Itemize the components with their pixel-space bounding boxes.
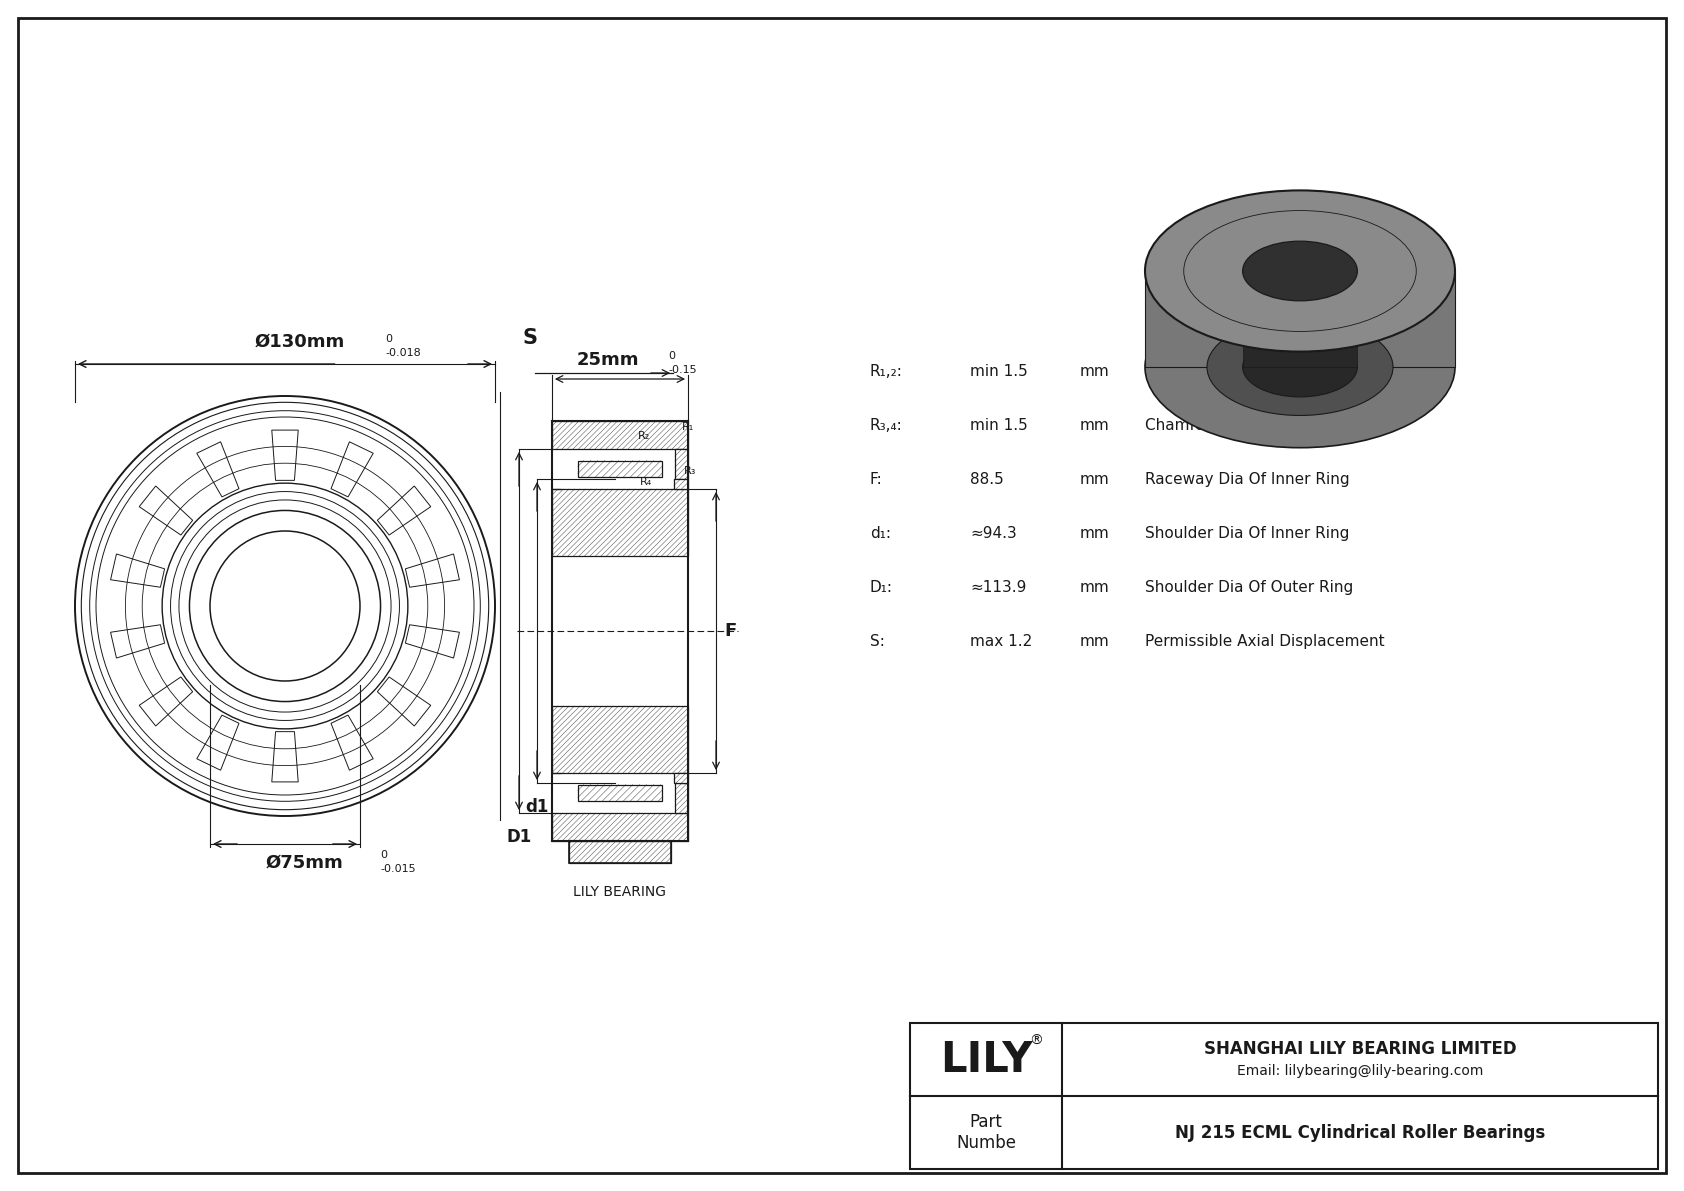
Text: R₃: R₃ [684, 466, 697, 476]
Polygon shape [675, 449, 689, 479]
Text: mm: mm [1079, 472, 1110, 486]
Text: Permissible Axial Displacement: Permissible Axial Displacement [1145, 634, 1384, 649]
Text: R₄: R₄ [640, 478, 652, 487]
Text: -0.015: -0.015 [381, 863, 416, 874]
Polygon shape [569, 841, 670, 863]
Text: LILY BEARING: LILY BEARING [574, 885, 667, 899]
Text: S:: S: [871, 634, 884, 649]
Text: Email: lilybearing@lily-bearing.com: Email: lilybearing@lily-bearing.com [1236, 1065, 1484, 1079]
Text: S: S [522, 328, 537, 348]
Text: d1: d1 [525, 798, 549, 816]
Text: 0: 0 [381, 850, 387, 860]
Polygon shape [675, 782, 689, 813]
Text: 0: 0 [386, 333, 392, 344]
Text: Chamfer Dimension: Chamfer Dimension [1145, 418, 1297, 432]
Text: LILY: LILY [940, 1039, 1032, 1080]
Text: ≈94.3: ≈94.3 [970, 525, 1017, 541]
Text: mm: mm [1079, 580, 1110, 594]
Text: mm: mm [1079, 418, 1110, 432]
Polygon shape [674, 773, 689, 782]
Text: F: F [724, 622, 736, 640]
Text: R₁,₂:: R₁,₂: [871, 363, 903, 379]
Ellipse shape [1207, 223, 1393, 319]
Text: Raceway Dia Of Inner Ring: Raceway Dia Of Inner Ring [1145, 472, 1349, 486]
Text: R₁: R₁ [682, 422, 694, 432]
Polygon shape [578, 461, 662, 478]
Ellipse shape [1145, 287, 1455, 448]
Polygon shape [578, 785, 662, 802]
Text: F:: F: [871, 472, 882, 486]
Text: -0.018: -0.018 [386, 348, 421, 358]
Ellipse shape [1243, 337, 1357, 397]
Polygon shape [552, 420, 689, 449]
Bar [909, 1023, 1659, 1170]
Polygon shape [1145, 272, 1455, 367]
Polygon shape [552, 706, 689, 773]
Polygon shape [552, 813, 689, 841]
Text: R₂: R₂ [638, 431, 650, 441]
Ellipse shape [1243, 337, 1357, 397]
Ellipse shape [1243, 242, 1357, 301]
Text: 0: 0 [669, 351, 675, 361]
Polygon shape [674, 479, 689, 490]
Text: R₃,₄:: R₃,₄: [871, 418, 903, 432]
Polygon shape [1243, 272, 1357, 367]
Text: min 1.5: min 1.5 [970, 363, 1027, 379]
Ellipse shape [1207, 319, 1393, 416]
Text: Chamfer Dimension: Chamfer Dimension [1145, 363, 1297, 379]
Text: D₁:: D₁: [871, 580, 893, 594]
Text: Shoulder Dia Of Inner Ring: Shoulder Dia Of Inner Ring [1145, 525, 1349, 541]
Text: NJ 215 ECML Cylindrical Roller Bearings: NJ 215 ECML Cylindrical Roller Bearings [1175, 1123, 1546, 1141]
Ellipse shape [1184, 211, 1416, 331]
Text: 25mm: 25mm [576, 351, 640, 369]
Text: Part
Numbe: Part Numbe [957, 1114, 1015, 1152]
Text: mm: mm [1079, 525, 1110, 541]
Text: Ø130mm: Ø130mm [254, 333, 345, 351]
Text: d₁:: d₁: [871, 525, 891, 541]
Text: SHANGHAI LILY BEARING LIMITED: SHANGHAI LILY BEARING LIMITED [1204, 1040, 1516, 1058]
Text: max 1.2: max 1.2 [970, 634, 1032, 649]
Text: mm: mm [1079, 634, 1110, 649]
Text: mm: mm [1079, 363, 1110, 379]
Text: -0.15: -0.15 [669, 364, 697, 375]
Text: min 1.5: min 1.5 [970, 418, 1027, 432]
Text: Ø75mm: Ø75mm [266, 854, 344, 872]
Text: ®: ® [1029, 1034, 1042, 1048]
Polygon shape [552, 490, 689, 556]
Ellipse shape [1145, 191, 1455, 351]
Text: D1: D1 [507, 828, 532, 846]
Text: 88.5: 88.5 [970, 472, 1004, 486]
Text: ≈113.9: ≈113.9 [970, 580, 1026, 594]
Text: Shoulder Dia Of Outer Ring: Shoulder Dia Of Outer Ring [1145, 580, 1354, 594]
